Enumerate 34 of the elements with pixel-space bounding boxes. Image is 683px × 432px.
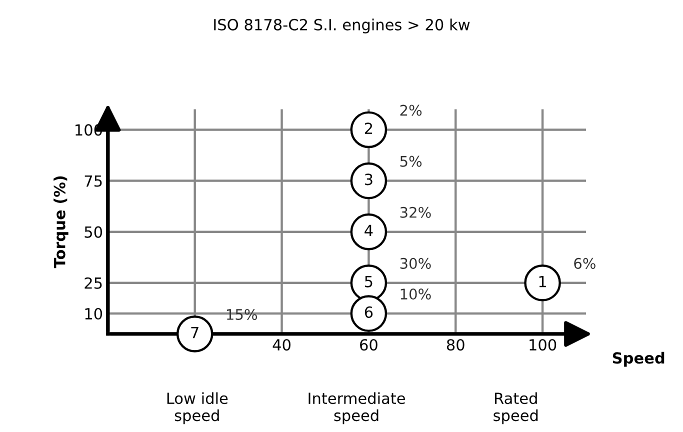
x-tick-label: 100 <box>530 339 556 351</box>
annotation: 6 <box>364 306 373 318</box>
annotation: 1 <box>539 276 546 288</box>
annotation: 6% <box>574 258 596 269</box>
x-tick-label: 40 <box>272 339 290 351</box>
y-tick-label: 50 <box>84 226 102 238</box>
point <box>350 111 388 148</box>
y-axis-title: Torque (%) <box>54 176 68 268</box>
point <box>176 316 214 352</box>
annotation: 5 <box>365 276 372 288</box>
annotation: 2% <box>400 104 422 116</box>
text: Low idle speed <box>167 392 228 424</box>
annotation: 3 <box>365 174 372 186</box>
point <box>350 162 388 200</box>
point <box>350 295 388 332</box>
chart-title: ISO 8178-C2 S.I. engines > 20 kw <box>214 18 470 34</box>
x-tick-label: 80 <box>446 339 464 351</box>
text: Rated speed <box>494 392 538 424</box>
x-axis-title: Speed <box>612 352 664 367</box>
annotation: 30% <box>400 258 431 269</box>
annotation: 4 <box>364 224 373 236</box>
y-tick-label: 75 <box>84 175 102 187</box>
annotation: 15% <box>227 308 258 320</box>
point <box>350 213 388 250</box>
y-tick-label: 25 <box>84 277 102 289</box>
x-tick-label: 60 <box>360 339 378 351</box>
text: Intermediate speed <box>308 392 405 424</box>
annotation: 5% <box>400 156 422 167</box>
annotation: 7 <box>191 327 198 338</box>
annotation: 32% <box>400 206 431 218</box>
annotation: 10% <box>400 288 431 300</box>
point <box>524 264 561 302</box>
annotation: 2 <box>364 122 372 134</box>
y-tick-label: 10 <box>85 308 102 320</box>
